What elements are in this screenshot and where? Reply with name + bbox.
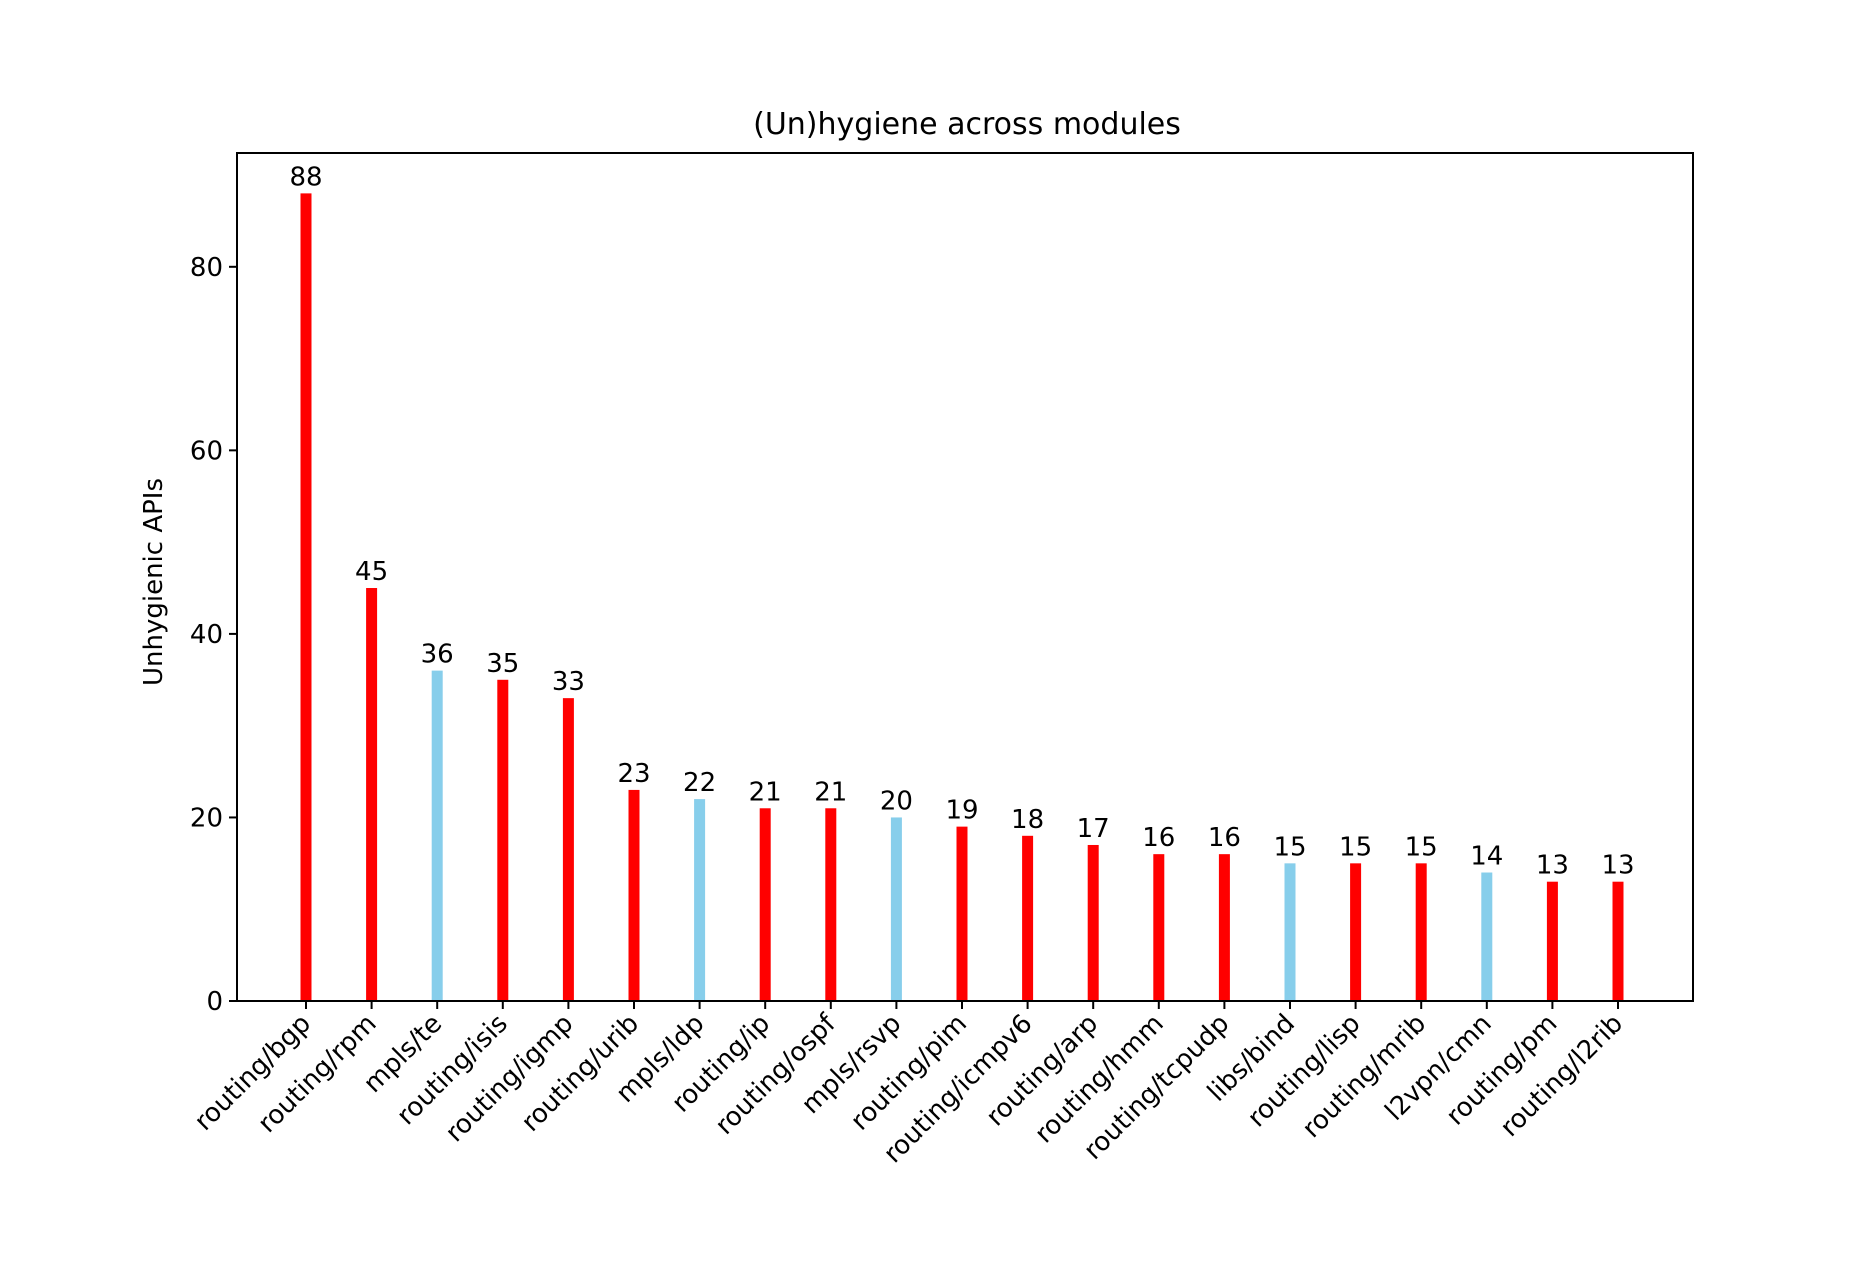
bar-value-label: 19 [945,796,978,826]
y-tick-label: 20 [190,803,223,833]
value-labels-group: 88 45 36 35 33 23 22 21 21 20 19 18 17 16 16 15 15 15 14 13… [289,162,1634,880]
bar-routing-bgp [300,193,312,1001]
bar-routing-lisp [1350,863,1362,1001]
bar-value-label: 13 [1601,851,1634,881]
y-tick-label: 0 [206,987,223,1017]
bar-mpls-rsvp [890,817,902,1001]
bar-value-label: 21 [814,777,847,807]
bar-routing-arp [1087,844,1099,1001]
bar-routing-l2rib [1612,881,1624,1001]
bar-value-label: 36 [421,640,454,670]
bar-routing-igmp [562,698,574,1001]
bar-value-label: 22 [683,768,716,798]
bar-routing-mrib [1415,863,1427,1001]
bar-routing-pm [1546,881,1558,1001]
y-tick-label: 80 [190,253,223,283]
y-axis-title: Unhygienic APIs [139,478,169,686]
bar-routing-hmm [1153,854,1165,1001]
bar-value-label: 88 [289,162,322,192]
bar-value-label: 18 [1011,805,1044,835]
bar-value-label: 17 [1077,814,1110,844]
bar-mpls-te [431,670,443,1001]
bar-value-label: 15 [1339,832,1372,862]
bar-l2vpn-cmn [1481,872,1493,1001]
bar-routing-urib [628,789,640,1001]
bar-value-label: 15 [1273,832,1306,862]
bar-routing-isis [497,679,509,1001]
chart-title: (Un)hygiene across modules [753,107,1181,142]
bar-value-label: 16 [1208,823,1241,853]
bar-value-label: 16 [1142,823,1175,853]
bars-group [300,193,1624,1001]
plot-frame [236,152,1694,1002]
bar-value-label: 45 [355,557,388,587]
bar-value-label: 13 [1536,851,1569,881]
bar-value-label: 35 [486,649,519,679]
bar-routing-rpm [366,588,378,1001]
bar-routing-icmpv6 [1022,835,1034,1001]
bar-value-label: 20 [880,786,913,816]
bar-value-label: 14 [1470,842,1503,872]
bar-routing-tcpudp [1218,854,1230,1001]
y-tick-label: 60 [190,436,223,466]
bar-routing-ospf [825,808,837,1001]
bar-routing-ip [759,808,771,1001]
bar-value-label: 21 [749,777,782,807]
y-axis: 0 20 40 60 80 [190,253,237,1017]
y-tick-label: 40 [190,620,223,650]
bar-value-label: 15 [1405,832,1438,862]
bar-value-label: 23 [617,759,650,789]
bar-routing-pim [956,826,968,1001]
bar-libs-bind [1284,863,1296,1001]
bar-value-label: 33 [552,667,585,697]
x-axis: routing/bgprouting/rpmmpls/terouting/isi… [189,1001,1629,1169]
bar-mpls-ldp [694,799,706,1001]
